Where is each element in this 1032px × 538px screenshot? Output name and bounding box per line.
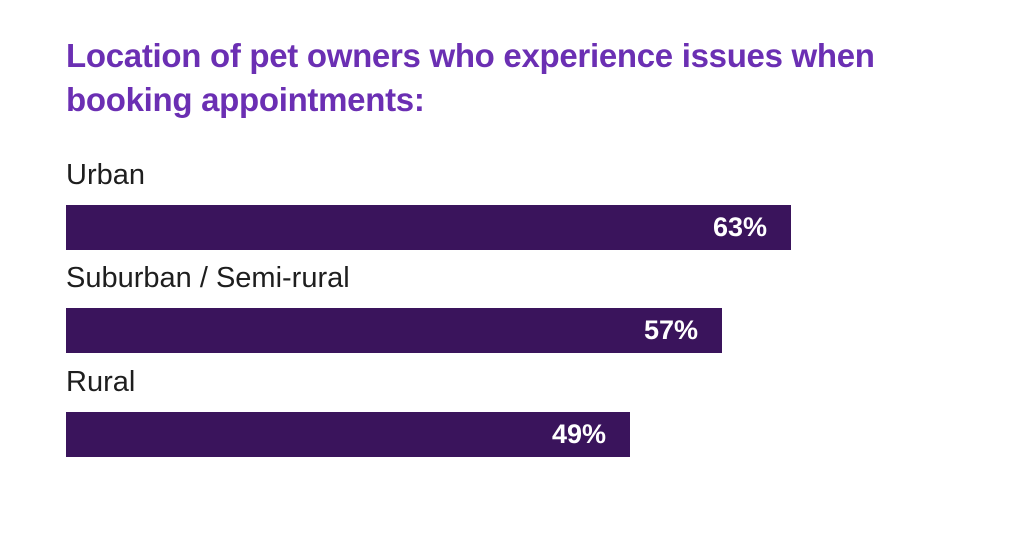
- bar-rural: 49%: [66, 412, 630, 457]
- category-label-rural: Rural: [66, 366, 136, 398]
- bar-track-rural: 49%: [66, 412, 1032, 457]
- bar-row-rural: Rural 49%: [66, 364, 966, 457]
- value-label-urban: 63%: [712, 212, 767, 242]
- category-label-urban: Urban: [66, 159, 145, 191]
- bar-track-suburban: 57%: [66, 308, 1032, 353]
- value-label-suburban: 57%: [643, 315, 698, 345]
- bar-suburban: 57%: [66, 308, 722, 353]
- bar-track-urban: 63%: [66, 205, 1032, 250]
- value-label-rural: 49%: [551, 419, 606, 449]
- bar-urban: 63%: [66, 205, 791, 250]
- bar-row-suburban: Suburban / Semi-rural 57%: [66, 260, 966, 353]
- bar-row-urban: Urban 63%: [66, 157, 966, 250]
- chart-title: Location of pet owners who experience is…: [66, 37, 875, 118]
- category-label-suburban: Suburban / Semi-rural: [66, 262, 350, 294]
